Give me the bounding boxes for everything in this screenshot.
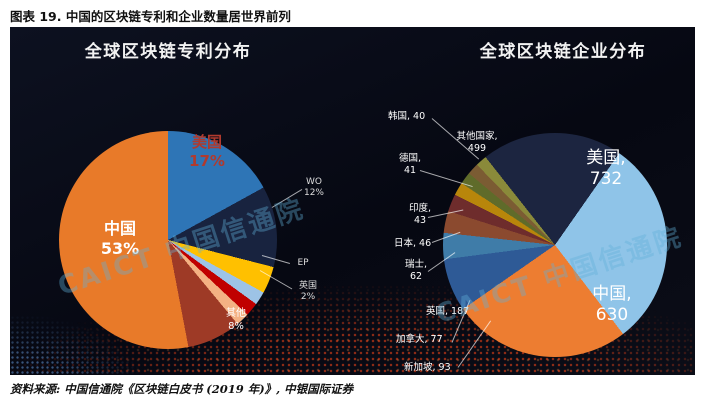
patent-slice-label-china: 中国 53% bbox=[100, 219, 140, 258]
patent-slice-label-uk: 英国 2% bbox=[298, 281, 317, 303]
figure-title: 图表 19. 中国的区块链专利和企业数量居世界前列 bbox=[10, 9, 291, 24]
enterprise-slice-label-singapore: 新加坡, 93 bbox=[404, 362, 451, 373]
enterprise-slice-label-uk: 英国, 187 bbox=[426, 306, 470, 317]
patent-slice-label-other: 其他 8% bbox=[226, 308, 246, 332]
chart-panel: 全球区块链专利分布 全球区块链企业分布 美国 17% 中国 53% WO 12%… bbox=[10, 27, 695, 375]
enterprise-slice-label-germany: 德国, 41 bbox=[398, 153, 422, 176]
enterprise-slice-label-china: 中国, 630 bbox=[592, 284, 632, 326]
patent-slice-label-wo: WO 12% bbox=[303, 177, 324, 199]
enterprise-slice-label-japan: 日本, 46 bbox=[394, 238, 432, 249]
enterprise-slice-label-others: 其他国家, 499 bbox=[456, 131, 498, 154]
enterprise-pie-chart bbox=[443, 133, 667, 357]
enterprise-slice-label-usa: 美国, 732 bbox=[586, 148, 626, 190]
source-line: 资料来源: 中国信通院《区块链白皮书 (2019 年)》, 中银国际证券 bbox=[10, 382, 354, 396]
patent-slice-label-usa: 美国 17% bbox=[189, 133, 225, 170]
enterprise-chart-title: 全球区块链企业分布 bbox=[479, 42, 647, 62]
patent-slice-label-ep: EP bbox=[297, 258, 309, 268]
patent-pie-chart bbox=[59, 131, 277, 349]
patent-chart-title: 全球区块链专利分布 bbox=[84, 42, 252, 62]
enterprise-slice-label-india: 印度, 43 bbox=[408, 203, 432, 226]
enterprise-slice-label-canada: 加拿大, 77 bbox=[396, 334, 443, 345]
enterprise-slice-label-korea: 韩国, 40 bbox=[388, 111, 426, 122]
enterprise-slice-label-switzerland: 瑞士, 62 bbox=[404, 259, 428, 282]
